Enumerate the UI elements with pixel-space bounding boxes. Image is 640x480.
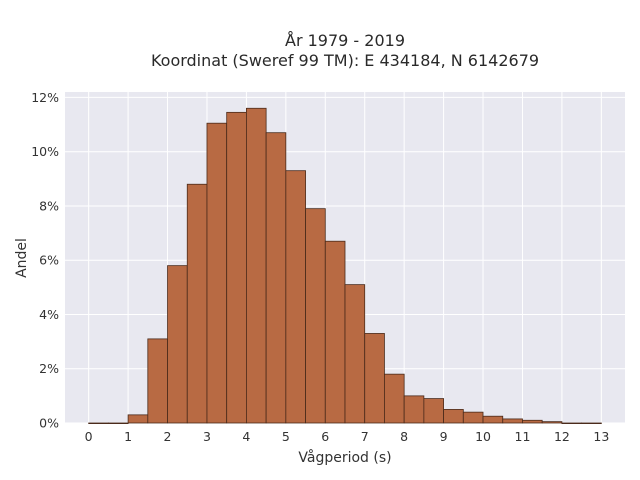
histogram-bar [423,398,444,424]
histogram-bar [186,183,208,424]
y-tick-label: 0% [39,416,59,431]
histogram-bar [462,411,484,424]
x-tick-label: 4 [242,429,250,444]
histogram-bar [206,122,228,424]
x-tick-label: 6 [321,429,329,444]
histogram-bar [285,170,306,424]
histogram-bar [127,414,149,424]
histogram-bar [482,415,504,424]
histogram-bar [246,107,267,424]
y-tick-label: 2% [39,361,59,376]
histogram-bar [541,421,563,424]
y-tick-label: 10% [31,144,59,159]
histogram-bar [167,265,188,424]
x-tick-label: 0 [85,429,93,444]
histogram-bar [147,338,168,424]
y-tick-labels: 0% 2% 4% 6% 8% 10% 12% [31,90,59,431]
y-axis-label: Andel [14,238,30,278]
chart-title-line2: Koordinat (Sweref 99 TM): E 434184, N 61… [151,51,539,70]
x-tick-label: 9 [440,429,448,444]
bars [88,107,602,425]
x-tick-label: 12 [554,429,570,444]
x-tick-labels: 0 1 2 3 4 5 6 7 8 9 10 11 12 13 [85,429,610,444]
histogram-bar [581,422,602,425]
x-tick-label: 5 [282,429,290,444]
histogram-bar [384,373,405,424]
chart-title-line1: År 1979 - 2019 [285,31,405,50]
x-tick-label: 2 [164,429,172,444]
x-tick-label: 13 [593,429,609,444]
x-tick-label: 10 [475,429,491,444]
histogram-bar [364,333,385,424]
histogram-bar [305,208,326,424]
x-tick-label: 1 [124,429,132,444]
histogram-bar [344,284,366,424]
x-axis-label: Vågperiod (s) [298,449,391,466]
y-tick-label: 12% [31,90,59,105]
x-tick-label: 8 [400,429,408,444]
histogram-bar [107,422,129,425]
histogram-bar [324,240,346,424]
histogram-bar [522,419,543,424]
histogram-bar [265,132,287,424]
x-tick-label: 3 [203,429,211,444]
histogram-bar [502,418,523,424]
x-tick-label: 11 [515,429,531,444]
histogram-bar [443,409,464,424]
x-tick-label: 7 [361,429,369,444]
y-tick-label: 6% [39,253,59,268]
y-tick-label: 4% [39,307,59,322]
histogram-bar [561,422,583,425]
histogram-bar [226,111,247,424]
y-tick-label: 8% [39,198,59,213]
histogram-bar [88,422,109,425]
histogram-bar [403,395,425,424]
